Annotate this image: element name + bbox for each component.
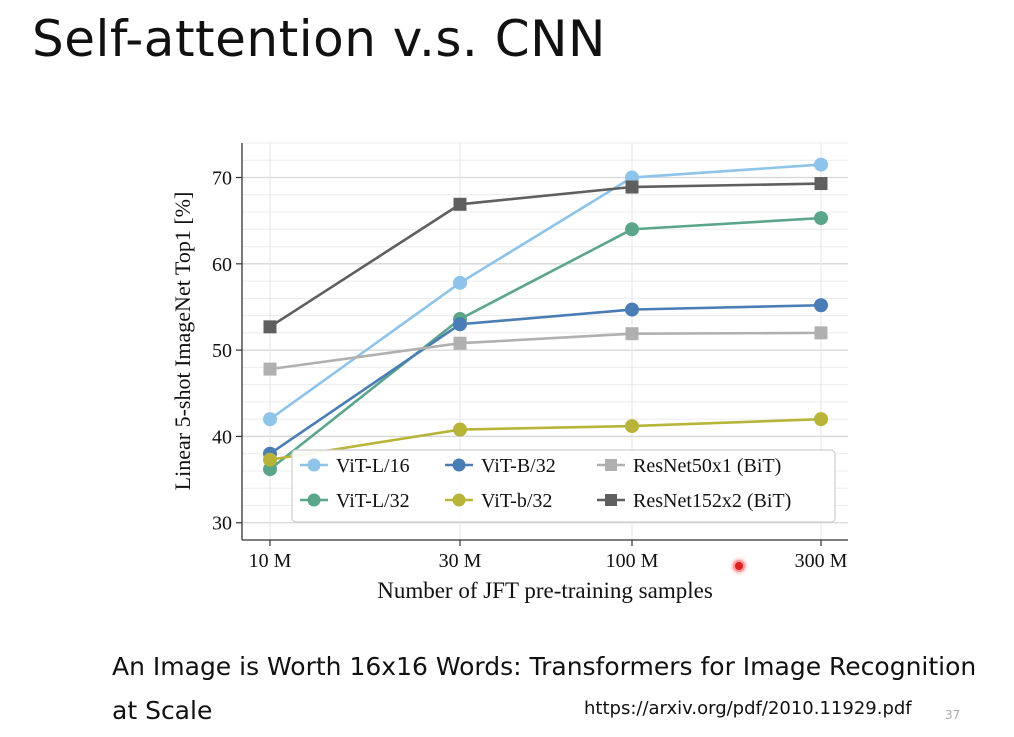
legend-label: ViT-B/32 (481, 455, 556, 477)
data-point (453, 422, 467, 437)
x-tick-label: 300 M (795, 550, 848, 572)
series-line (269, 216, 822, 471)
series-layer (263, 157, 828, 477)
paper-caption: An Image is Worth 16x16 Words: Transform… (112, 652, 977, 725)
legend-label: ViT-b/32 (481, 490, 552, 512)
y-tick-label: 70 (212, 168, 232, 190)
data-point (814, 412, 828, 427)
y-tick-label: 60 (212, 254, 232, 276)
data-point (453, 317, 467, 332)
data-point (453, 197, 467, 211)
x-tick-label: 30 M (439, 550, 482, 572)
data-point (453, 275, 467, 290)
paper-url[interactable]: https://arxiv.org/pdf/2010.11929.pdf (584, 698, 912, 719)
laser-pointer-icon (733, 560, 745, 572)
data-point (453, 336, 467, 350)
data-point (263, 320, 277, 334)
legend-swatch-marker (452, 458, 466, 472)
data-point (263, 362, 277, 376)
series-line (269, 182, 822, 328)
y-tick-label: 50 (212, 340, 232, 362)
legend-swatch-marker (605, 494, 617, 506)
data-point (625, 222, 639, 237)
x-axis-label: Number of JFT pre-training samples (377, 578, 713, 603)
data-point (625, 327, 639, 341)
data-point (814, 157, 828, 172)
data-point (625, 180, 639, 194)
series-line (269, 303, 822, 455)
series-line (269, 417, 822, 462)
data-point (814, 326, 828, 340)
data-point (814, 298, 828, 313)
y-tick-label: 40 (212, 426, 232, 448)
legend: ViT-L/16 ViT-B/32 ResNet50x1 (BiT) ViT-L/32… (291, 449, 836, 523)
grid (242, 142, 848, 541)
legend-box (291, 449, 836, 523)
legend-label: ResNet50x1 (BiT) (633, 455, 781, 477)
data-point (814, 211, 828, 226)
slide-page-number: 37 (945, 708, 961, 722)
legend-swatch-marker (307, 458, 321, 472)
legend-label: ViT-L/32 (336, 490, 410, 512)
data-point (625, 302, 639, 317)
y-tick-label: 30 (212, 513, 232, 535)
series-line (269, 331, 822, 371)
x-tick-label: 10 M (249, 550, 292, 572)
axes: 30 40 50 60 70 10 M 30 M 100 M 300 M (212, 143, 848, 572)
data-point (263, 412, 277, 427)
legend-label: ViT-L/16 (336, 455, 410, 477)
legend-swatch-marker (605, 459, 617, 471)
y-axis-label: Linear 5-shot ImageNet Top1 [%] (170, 192, 195, 491)
legend-swatch-marker (452, 493, 466, 507)
legend-label: ResNet152x2 (BiT) (633, 490, 791, 512)
slide-title: Self-attention v.s. CNN (32, 10, 606, 68)
x-tick-label: 100 M (606, 550, 659, 572)
data-point (814, 177, 828, 191)
data-point (625, 419, 639, 434)
legend-swatch-marker (307, 493, 321, 507)
data-point (263, 452, 277, 467)
series-line (269, 163, 822, 421)
